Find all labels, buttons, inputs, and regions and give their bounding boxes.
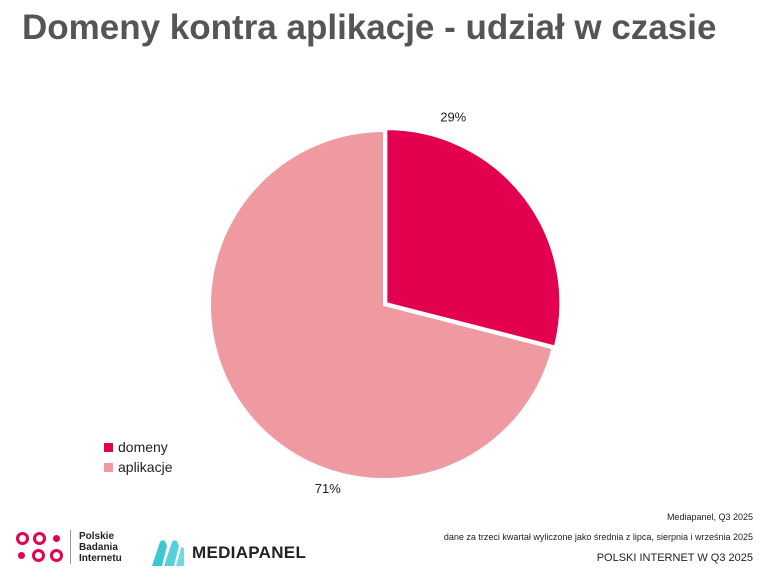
mediapanel-logo: MEDIAPANEL (150, 538, 306, 568)
pbi-separator (70, 530, 71, 564)
legend-item-domeny: domeny (104, 437, 172, 457)
page-title: Domeny kontra aplikacje - udział w czasi… (22, 8, 717, 47)
slice-label-domeny: 29% (440, 110, 466, 125)
source-note: dane za trzeci kwartał wyliczone jako śr… (443, 532, 753, 542)
legend-label-aplikacje: aplikacje (118, 459, 173, 475)
footer-label: POLSKI INTERNET W Q3 2025 (596, 552, 753, 564)
pie-slice-domeny (385, 128, 562, 348)
pie-slice-aplikacje (209, 129, 554, 480)
mediapanel-icon (152, 540, 184, 566)
pbi-logo: Polskie Badania Internetu (16, 530, 122, 564)
slice-label-aplikacje: 71% (315, 481, 341, 496)
legend-swatch-domeny (104, 442, 113, 452)
pbi-dots-icon (16, 530, 64, 564)
legend-item-aplikacje: aplikacje (104, 457, 172, 477)
legend-swatch-aplikacje (104, 462, 113, 472)
chart-legend: domeny aplikacje (104, 437, 172, 477)
source-line: Mediapanel, Q3 2025 (666, 512, 753, 522)
legend-label-domeny: domeny (118, 439, 168, 455)
pbi-logo-text: Polskie Badania Internetu (79, 530, 122, 564)
mediapanel-text: MEDIAPANEL (192, 543, 307, 562)
